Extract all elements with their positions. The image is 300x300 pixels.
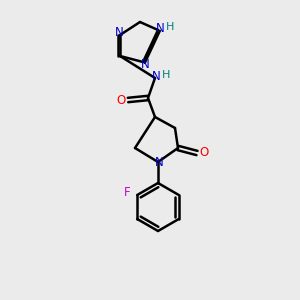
Text: O: O	[116, 94, 126, 106]
Text: H: H	[166, 22, 174, 32]
Text: N: N	[156, 22, 164, 35]
Text: H: H	[162, 70, 170, 80]
Text: N: N	[154, 157, 164, 169]
Text: F: F	[124, 187, 130, 200]
Text: N: N	[152, 70, 160, 83]
Text: N: N	[141, 58, 149, 71]
Text: N: N	[115, 26, 123, 38]
Text: O: O	[200, 146, 208, 160]
